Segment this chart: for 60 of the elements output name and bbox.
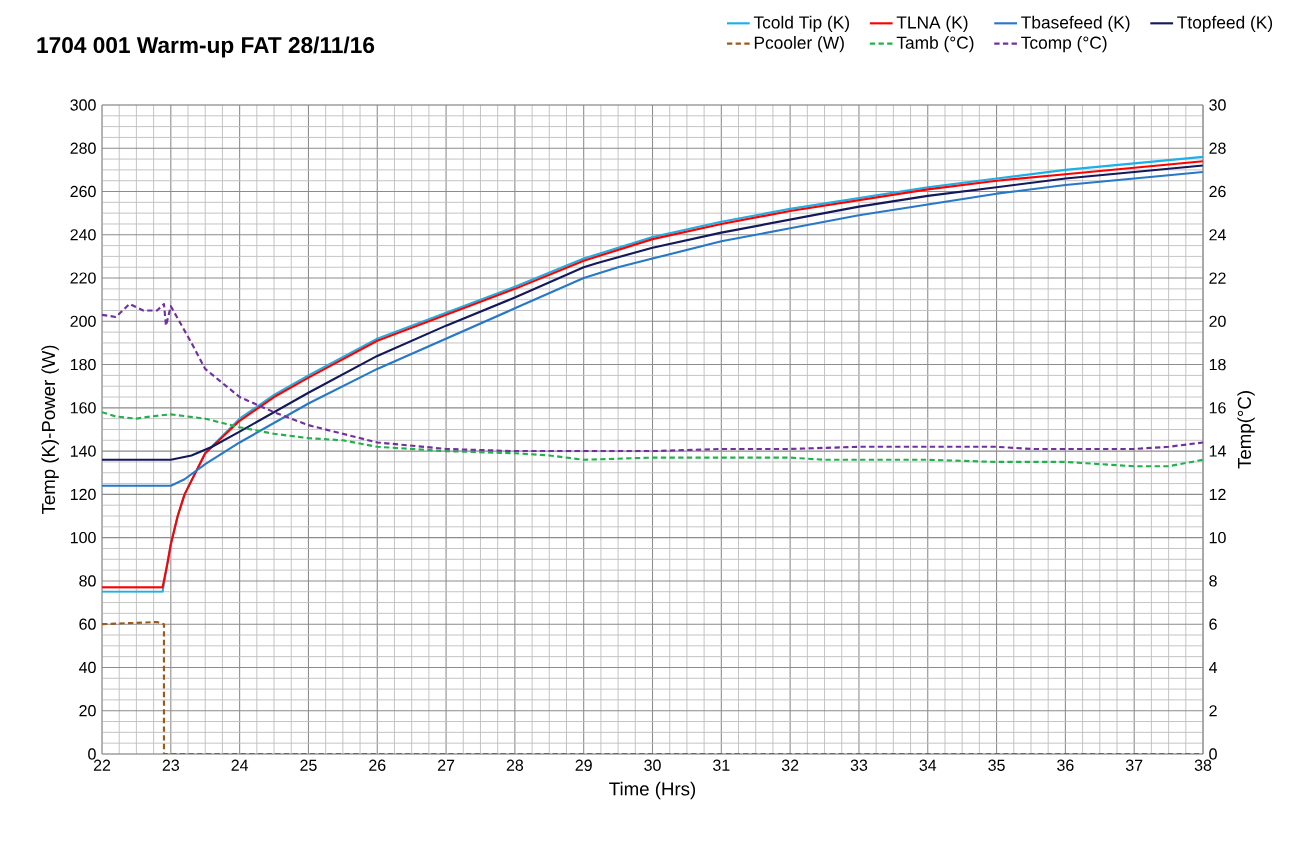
legend-label: Ttopfeed (K)	[1177, 15, 1273, 32]
y-tick-label: 160	[70, 402, 96, 414]
y-tick-label: 120	[70, 488, 96, 501]
y-tick-label: 100	[70, 531, 96, 544]
y-tick-label: 140	[70, 445, 96, 457]
y-axis-title: Temp (K)-Power (W)	[41, 345, 59, 515]
legend-label: Tcold Tip (K)	[753, 15, 850, 32]
y2-tick-label: 0	[1209, 748, 1217, 760]
x-tick-label: 22	[93, 759, 111, 771]
x-tick-label: 26	[369, 759, 386, 771]
y-tick-label: 240	[70, 229, 96, 241]
y2-axis-title: Temp(°C)	[1237, 391, 1255, 469]
legend-label: Tamb (°C)	[896, 36, 974, 53]
y-tick-label: 40	[78, 661, 96, 674]
x-tick-label: 38	[1194, 759, 1212, 771]
y2-tick-label: 10	[1209, 531, 1226, 544]
y-tick-label: 280	[70, 142, 96, 154]
x-tick-label: 31	[713, 759, 730, 771]
y-tick-label: 80	[79, 575, 96, 587]
y-tick-label: 20	[79, 705, 96, 717]
legend-label: Pcooler (W)	[754, 36, 844, 53]
x-tick-label: 32	[781, 759, 799, 771]
y2-tick-label: 16	[1209, 402, 1226, 414]
x-axis-title: Time (Hrs)	[609, 781, 696, 800]
y-tick-label: 60	[79, 618, 96, 630]
x-tick-label: 25	[300, 759, 317, 771]
y-tick-label: 0	[88, 748, 96, 760]
legend-label: Tbasefeed (K)	[1021, 15, 1130, 32]
y2-tick-label: 12	[1209, 488, 1226, 500]
y-tick-label: 300	[70, 99, 96, 111]
y2-tick-label: 30	[1209, 99, 1226, 111]
y2-tick-label: 4	[1208, 661, 1218, 673]
x-tick-label: 36	[1057, 759, 1074, 771]
y2-tick-label: 6	[1209, 618, 1217, 630]
x-tick-label: 35	[988, 759, 1005, 771]
x-tick-label: 29	[575, 759, 592, 771]
y-tick-label: 260	[70, 185, 96, 198]
y2-tick-label: 24	[1209, 229, 1226, 241]
y-tick-label: 180	[70, 358, 96, 371]
x-tick-label: 37	[1125, 759, 1143, 771]
x-tick-label: 30	[644, 759, 661, 771]
y2-tick-label: 26	[1209, 185, 1226, 198]
y2-tick-label: 28	[1209, 142, 1226, 154]
y2-tick-label: 14	[1209, 445, 1226, 457]
x-tick-label: 34	[919, 759, 937, 771]
legend-label: TLNA (K)	[896, 15, 968, 32]
x-tick-label: 24	[231, 759, 249, 771]
y2-tick-label: 20	[1209, 315, 1226, 327]
x-tick-label: 23	[162, 759, 180, 771]
chart-title: 1704 001 Warm-up FAT 28/11/16	[37, 36, 375, 58]
y2-tick-label: 22	[1209, 272, 1226, 284]
x-tick-label: 33	[850, 759, 868, 771]
x-tick-label: 28	[506, 759, 524, 771]
y2-tick-label: 2	[1209, 705, 1217, 717]
y2-tick-label: 8	[1209, 575, 1217, 587]
y-tick-label: 220	[70, 272, 96, 284]
legend-label: Tcomp (°C)	[1021, 36, 1107, 53]
y2-tick-label: 18	[1209, 358, 1226, 371]
y-tick-label: 200	[70, 315, 96, 327]
x-tick-label: 27	[437, 759, 455, 771]
